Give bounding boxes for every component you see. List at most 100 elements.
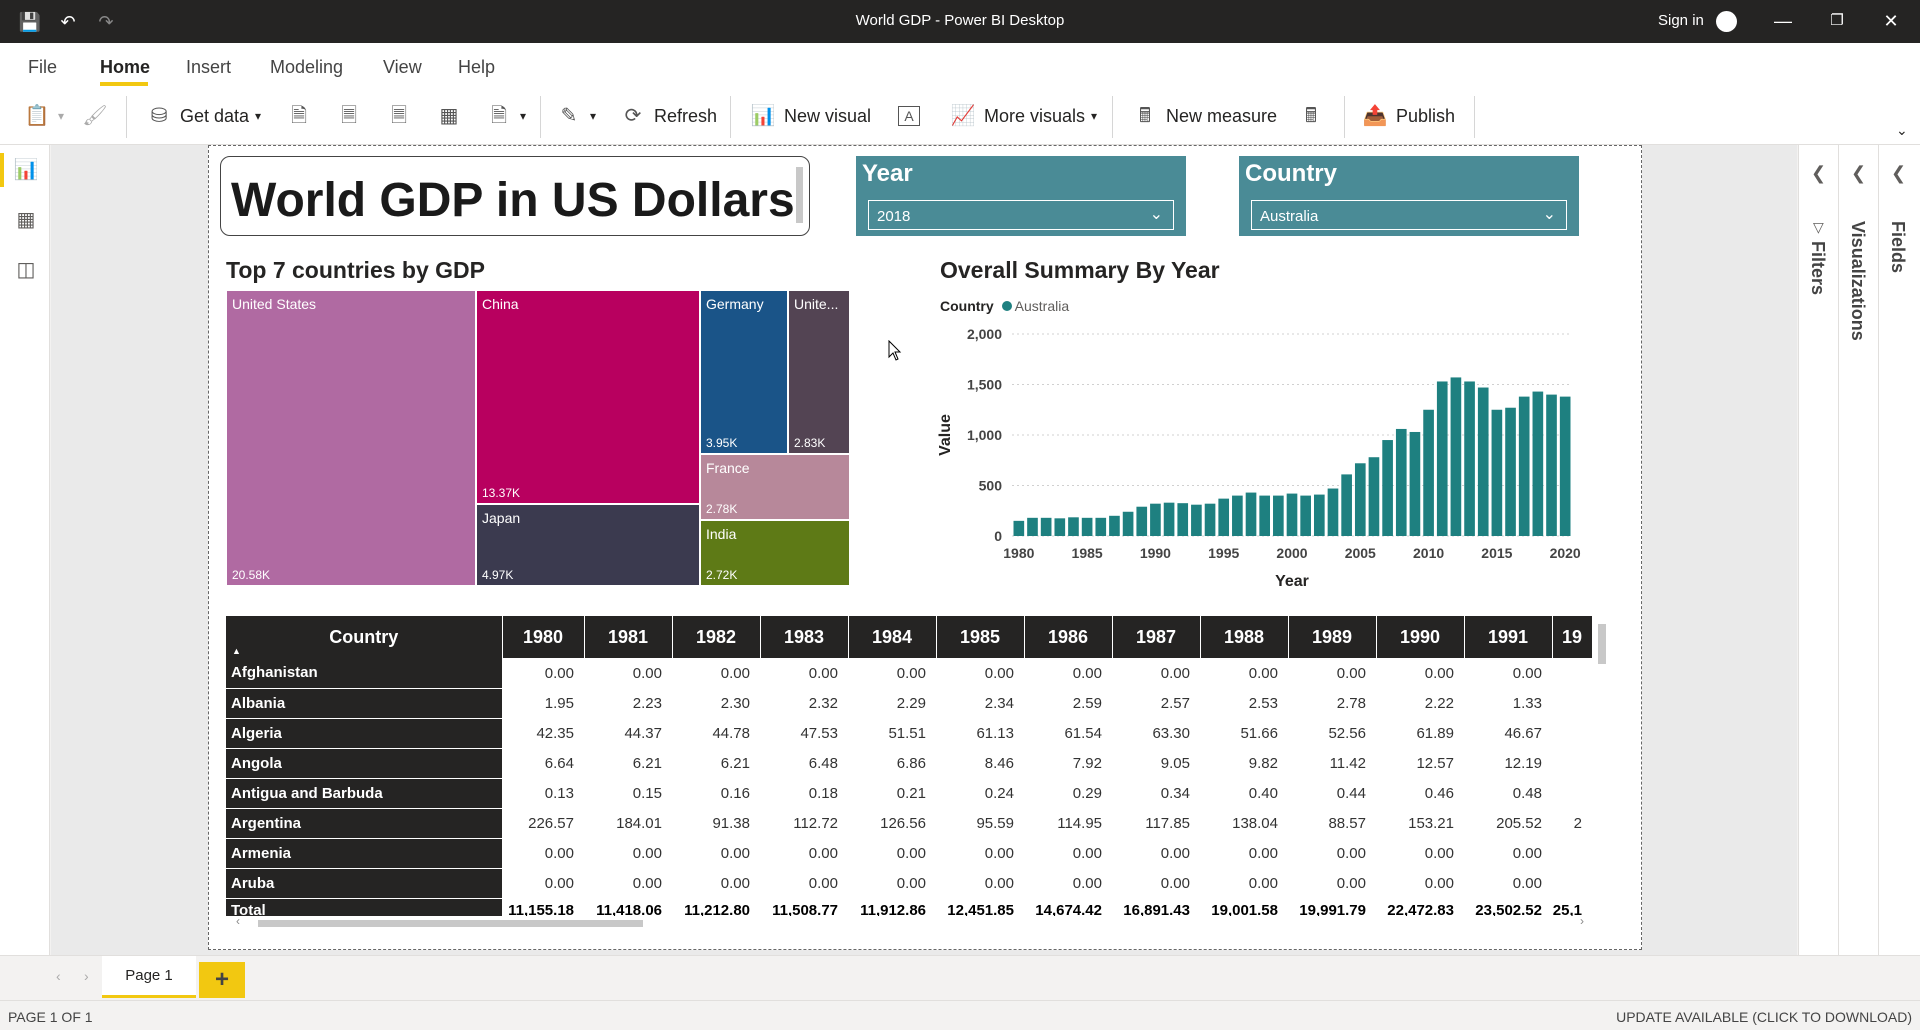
column-header-year[interactable]: 1988 [1200,616,1289,658]
treemap-tile[interactable]: Germany 3.95K [700,290,788,454]
page-tab[interactable]: Page 1 [102,956,196,998]
row-header-country[interactable]: Albania [226,688,502,719]
bar[interactable] [1395,428,1407,536]
bar[interactable] [1068,517,1079,536]
matrix-horizontal-scrollbar[interactable] [258,920,643,927]
bar[interactable] [1532,391,1544,536]
column-header-year[interactable]: 1982 [672,616,761,658]
bar[interactable] [1341,474,1352,536]
refresh-button[interactable]: ⟳ Refresh [620,102,717,130]
bar[interactable] [1313,494,1325,536]
bar[interactable] [1218,498,1230,536]
bar[interactable] [1491,409,1503,536]
data-view-icon[interactable]: ▦ [16,209,36,231]
undo-icon[interactable]: ↶ [60,12,76,32]
bar[interactable] [1259,495,1271,536]
scroll-right-icon[interactable]: › [1580,914,1584,928]
title-scrollbar[interactable] [796,167,803,223]
filters-pane[interactable]: ❮ ▽ Filters [1798,145,1838,1000]
bar[interactable] [1136,506,1148,536]
bar[interactable] [1382,440,1393,536]
fields-pane[interactable]: ❮ Fields [1878,145,1920,1000]
column-header-country[interactable]: Country ▲ [226,616,503,658]
report-title-box[interactable]: World GDP in US Dollars [220,156,810,236]
treemap-tile[interactable]: Japan 4.97K [476,504,700,586]
row-header-country[interactable]: Afghanistan [226,658,502,689]
add-page-button[interactable]: + [199,962,245,998]
menu-help[interactable]: Help [458,57,496,77]
minimize-icon[interactable]: — [1774,11,1792,31]
text-box-button[interactable]: A [898,102,928,130]
bar[interactable] [1040,517,1052,536]
column-header-year[interactable]: 19 [1552,616,1593,658]
bar[interactable] [1191,504,1202,536]
scroll-left-icon[interactable]: ‹ [236,914,240,928]
datasets-button[interactable]: 🗏 [336,102,370,130]
bar[interactable] [1163,502,1175,536]
row-header-country[interactable]: Antigua and Barbuda [226,778,502,809]
bar[interactable] [1423,409,1434,536]
bar-chart[interactable]: 0 500 1,000 1,500 2,000 1980 1985 1990 1995 2000 2… [930,320,1610,590]
column-header-year[interactable]: 1989 [1288,616,1377,658]
menu-modeling[interactable]: Modeling [270,57,344,77]
enter-data-button[interactable]: ▦ [436,102,470,130]
bar[interactable] [1477,387,1489,536]
bar[interactable] [1518,396,1530,536]
column-header-year[interactable]: 1990 [1376,616,1465,658]
restore-icon[interactable]: ❐ [1830,12,1844,29]
transform-data-button[interactable]: ✎ ▾ [556,102,596,130]
bar[interactable] [1436,381,1448,536]
chart-legend[interactable]: Country Australia [940,298,1069,314]
row-header-country[interactable]: Armenia [226,838,502,869]
column-header-year[interactable]: 1986 [1024,616,1113,658]
column-header-year[interactable]: 1984 [848,616,937,658]
new-measure-button[interactable]: 🖩 New measure [1132,102,1277,130]
get-data-button[interactable]: ⛁ Get data ▾ [146,102,261,130]
treemap-tile[interactable]: India 2.72K [700,520,850,586]
avatar[interactable] [1716,11,1737,32]
treemap-tile[interactable]: Unite... 2.83K [788,290,850,454]
column-header-year[interactable]: 1983 [760,616,849,658]
paste-button[interactable]: 📋 ▾ [24,105,65,127]
chevron-left-icon[interactable]: ❮ [1851,163,1867,183]
bar[interactable] [1450,377,1462,536]
treemap-tile[interactable]: China 13.37K [476,290,700,504]
year-dropdown[interactable]: 2018 ⌄ [868,200,1174,230]
bar[interactable] [1081,517,1093,536]
recent-sources-button[interactable]: 🗎 ▾ [486,102,526,130]
bar[interactable] [1232,495,1243,536]
bar[interactable] [1505,407,1516,536]
collapse-ribbon-icon[interactable]: ⌄ [1896,121,1908,138]
bar[interactable] [1177,503,1189,536]
bar[interactable] [1109,515,1120,536]
format-painter-button[interactable]: 🖌 [82,102,116,130]
menu-home[interactable]: Home [100,57,151,77]
excel-button[interactable]: 🗎 [286,102,320,130]
bar[interactable] [1273,495,1284,536]
redo-icon[interactable]: ↷ [98,12,114,32]
row-header-country[interactable]: Algeria [226,718,502,749]
gdp-matrix[interactable]: Country ▲ 1980 1981 1982 1983 1984 1985 1986 1987… [226,616,1600,916]
column-header-year[interactable]: 1980 [502,616,585,658]
bar[interactable] [1122,511,1134,536]
column-header-year[interactable]: 1985 [936,616,1025,658]
bar[interactable] [1027,517,1038,536]
update-available-link[interactable]: UPDATE AVAILABLE (CLICK TO DOWNLOAD) [1616,1009,1912,1025]
sort-ascending-icon[interactable]: ▲ [232,646,241,656]
row-header-country[interactable]: Argentina [226,808,502,839]
new-visual-button[interactable]: 📊 New visual [750,102,871,130]
sql-button[interactable]: 🗏 [386,102,420,130]
chevron-left-icon[interactable]: ❮ [1891,163,1907,183]
chevron-left-icon[interactable]: ❮ [1811,163,1827,183]
bar[interactable] [1559,396,1571,536]
bar[interactable] [1546,394,1557,536]
bar[interactable] [1464,381,1475,536]
sign-in-link[interactable]: Sign in [1658,12,1704,29]
bar[interactable] [1054,518,1066,536]
publish-button[interactable]: 📤 Publish [1362,102,1456,130]
bar[interactable] [1354,463,1366,536]
menu-view[interactable]: View [383,57,422,77]
bar[interactable] [1245,492,1257,536]
prev-page-icon[interactable]: ‹ [56,968,61,984]
next-page-icon[interactable]: › [84,968,89,984]
